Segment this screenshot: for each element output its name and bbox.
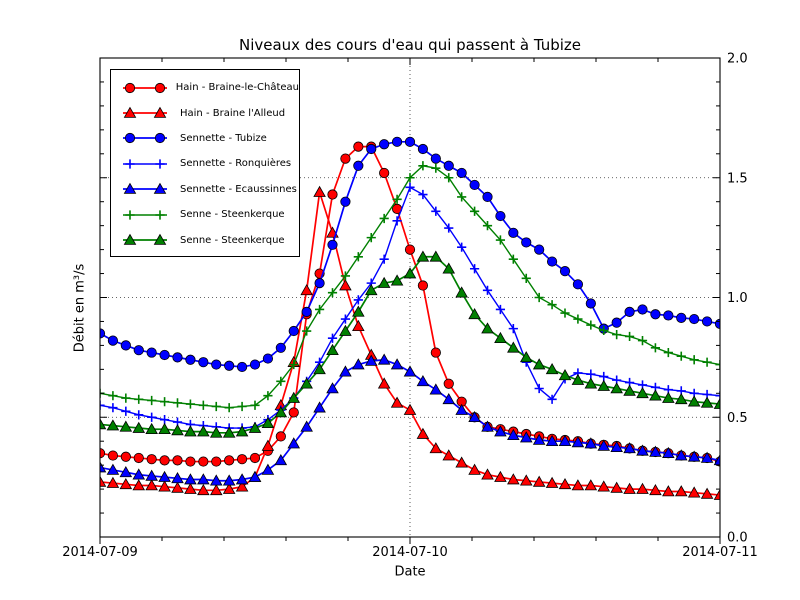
- y-tick-label: 0.5: [727, 411, 748, 426]
- legend-sample-triangle-icon: [123, 182, 167, 195]
- legend-sample-triangle-icon: [123, 106, 167, 118]
- series-5-plus: [100, 161, 720, 413]
- legend-label: Hain - Braine l'Alleud: [180, 107, 286, 119]
- tick-labels: 2014-07-09 2014-07-10 2014-07-110.0 0.5 1.0 1…: [62, 52, 758, 561]
- legend-item-2: Sennette - Tubize: [119, 126, 299, 151]
- legend-item-0: Hain - Braine-le-Château: [119, 75, 299, 100]
- x-tick-label: 2014-07-10: [372, 545, 448, 560]
- y-tick-label: 0.0: [727, 531, 748, 546]
- y-tick-label: 2.0: [727, 52, 748, 67]
- series-2-circle: [100, 136, 720, 373]
- x-tick-label: 2014-07-11: [682, 545, 758, 560]
- legend-item-4: Sennette - Ecaussinnes: [119, 177, 299, 202]
- axis-ticks: [99, 57, 721, 544]
- legend-label: Sennette - Tubize: [180, 132, 267, 144]
- legend-item-3: Sennette - Ronquières: [119, 151, 299, 176]
- legend-sample-triangle-icon: [123, 233, 167, 245]
- legend-item-5: Senne - Steenkerque: [119, 202, 299, 227]
- legend-sample-plus-icon: [123, 210, 167, 220]
- legend-label: Sennette - Ecaussinnes: [180, 183, 297, 195]
- legend-sample-circle-icon: [123, 82, 167, 93]
- x-tick-label: 2014-07-09: [62, 545, 138, 560]
- gridlines: [100, 58, 720, 537]
- legend: Hain - Braine-le-Château Hain - Braine l'…: [110, 69, 300, 257]
- series-6-triangle: [100, 250, 720, 438]
- legend-label: Senne - Steenkerque: [180, 234, 285, 246]
- series-4-triangle: [100, 353, 720, 486]
- y-tick-label: 1.5: [727, 171, 748, 186]
- x-axis-label: Date: [394, 564, 426, 580]
- y-tick-label: 1.0: [727, 291, 748, 306]
- chart-title: Niveaux des cours d'eau qui passent à Tu…: [238, 36, 582, 54]
- legend-sample-circle-icon: [123, 133, 167, 144]
- legend-label: Hain - Braine-le-Château: [175, 82, 299, 94]
- legend-item-6: Senne - Steenkerque: [119, 227, 299, 252]
- legend-label: Senne - Steenkerque: [180, 209, 285, 221]
- legend-item-1: Hain - Braine l'Alleud: [119, 100, 299, 125]
- legend-label: Sennette - Ronquières: [180, 158, 292, 170]
- legend-sample-plus-icon: [123, 159, 167, 169]
- series-group: [100, 136, 720, 500]
